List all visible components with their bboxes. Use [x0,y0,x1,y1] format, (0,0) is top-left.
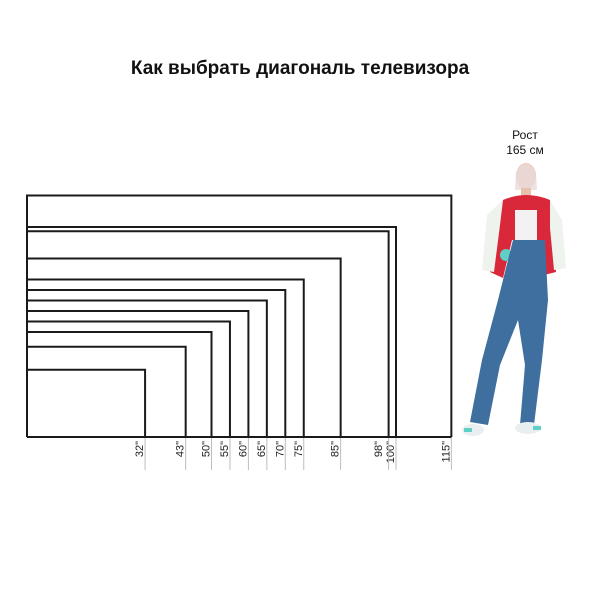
height-label-line1: Рост [512,128,538,142]
size-label-98: 98" [373,441,385,457]
person-illustration [462,163,566,436]
size-label-115: 115" [440,441,452,463]
size-label-85: 85" [330,441,342,457]
height-label-line2: 165 см [506,143,544,157]
page-title: Как выбрать диагональ телевизора [130,58,470,79]
size-label-65: 65" [256,441,268,457]
size-label-100: 100" [385,441,397,463]
size-label-60: 60" [237,441,249,457]
person-height-label: Рост 165 см [490,128,560,158]
size-label-43: 43" [175,441,187,457]
size-label-75: 75" [293,441,305,457]
size-label-50: 50" [201,441,213,457]
tv-outline-32 [26,368,147,437]
size-label-70: 70" [274,441,286,457]
size-label-55: 55" [219,441,231,457]
size-label-32: 32" [134,441,146,457]
